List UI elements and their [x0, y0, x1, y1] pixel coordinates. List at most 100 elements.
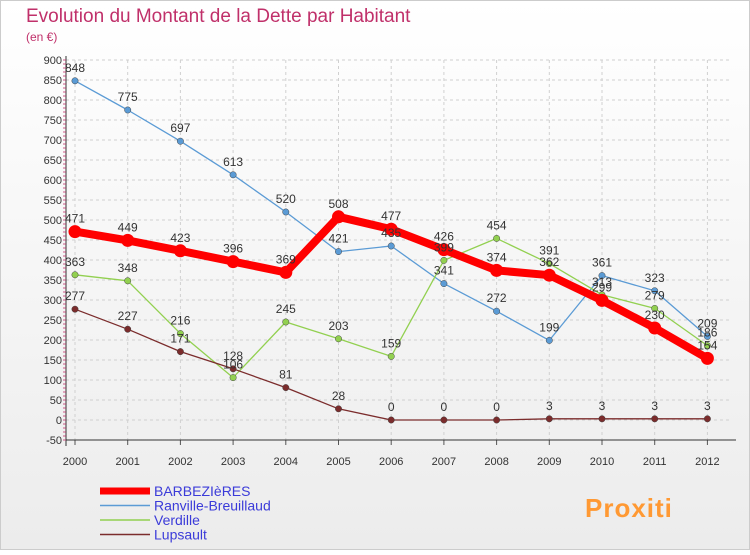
data-point-lupsault: [282, 384, 290, 392]
data-label: 369: [276, 252, 296, 266]
legend-label: Lupsault: [154, 527, 207, 543]
data-label: 323: [645, 271, 665, 285]
y-tick-label: 50: [50, 395, 62, 407]
data-label: 3: [651, 399, 658, 413]
data-point-verdille: [229, 374, 237, 382]
data-point-ranville-breuillaud: [229, 171, 237, 179]
data-label: 299: [592, 280, 612, 294]
data-point-ranville-breuillaud: [124, 106, 132, 114]
y-tick-label: 200: [44, 335, 62, 347]
data-point-lupsault: [545, 415, 553, 423]
data-point-ranville-breuillaud: [387, 242, 395, 250]
data-label: 361: [592, 256, 612, 270]
data-label: 81: [279, 368, 293, 382]
data-point-lupsault: [229, 365, 237, 373]
x-tick-label: 2004: [274, 456, 298, 468]
data-point-lupsault: [651, 415, 659, 423]
data-label: 848: [65, 61, 85, 75]
data-label: 362: [539, 255, 559, 269]
y-tick-label: 750: [44, 115, 62, 127]
x-tick-label: 2007: [432, 456, 456, 468]
y-tick-label: 800: [44, 95, 62, 107]
y-tick-label: 500: [44, 215, 62, 227]
data-label: 3: [599, 399, 606, 413]
y-tick-label: 850: [44, 75, 62, 87]
legend-label: BARBEZIèRES: [154, 483, 250, 499]
data-label: 313: [592, 275, 612, 289]
data-label: 209: [697, 316, 717, 330]
data-label: 449: [118, 220, 138, 234]
data-point-ranville-breuillaud: [703, 332, 711, 340]
x-tick-label: 2006: [379, 456, 403, 468]
data-label: 613: [223, 155, 243, 169]
y-tick-label: 900: [44, 55, 62, 67]
data-label: 396: [223, 242, 243, 256]
data-point-ranville-breuillaud: [176, 137, 184, 145]
data-point-ranville-breuillaud: [493, 307, 501, 315]
y-tick-label: 0: [56, 415, 62, 427]
x-tick-label: 2009: [537, 456, 561, 468]
data-point-ranville-breuillaud: [545, 336, 553, 344]
data-point-verdille: [71, 271, 79, 279]
data-label: 106: [223, 358, 243, 372]
data-point-barbezi-res: [121, 233, 135, 247]
data-point-ranville-breuillaud: [282, 208, 290, 216]
data-point-ranville-breuillaud: [598, 272, 606, 280]
data-point-lupsault: [124, 325, 132, 333]
data-label: 471: [65, 212, 85, 226]
data-label: 391: [539, 244, 559, 258]
y-tick-label: 100: [44, 375, 62, 387]
data-label: 3: [704, 399, 711, 413]
data-label: 341: [434, 264, 454, 278]
data-label: 128: [223, 349, 243, 363]
data-label: 28: [332, 389, 346, 403]
y-tick-label: 700: [44, 135, 62, 147]
data-point-verdille: [335, 335, 342, 343]
chart-title: Evolution du Montant de la Dette par Hab…: [26, 6, 411, 27]
data-point-barbezi-res: [173, 244, 187, 258]
data-point-barbezi-res: [648, 321, 662, 335]
data-label: 227: [118, 309, 138, 323]
data-label: 399: [434, 240, 454, 254]
data-point-barbezi-res: [542, 268, 556, 282]
data-label: 245: [276, 302, 296, 316]
data-label: 159: [381, 336, 401, 350]
data-point-lupsault: [440, 416, 448, 424]
data-label: 423: [170, 231, 190, 245]
data-point-verdille: [176, 330, 184, 338]
data-label: 435: [381, 226, 401, 240]
data-point-ranville-breuillaud: [71, 77, 79, 85]
data-point-verdille: [124, 277, 132, 285]
proxiti-logo: Proxiti: [585, 493, 673, 523]
data-point-barbezi-res: [384, 222, 398, 236]
x-tick-label: 2012: [695, 456, 719, 468]
data-label: 0: [388, 400, 395, 414]
data-point-verdille: [493, 234, 501, 242]
data-point-lupsault: [387, 416, 395, 424]
data-point-barbezi-res: [226, 255, 240, 269]
y-tick-label: 450: [44, 235, 62, 247]
data-point-verdille: [651, 304, 659, 312]
data-point-lupsault: [176, 348, 184, 356]
data-label: 154: [697, 338, 717, 352]
data-label: 775: [118, 90, 138, 104]
y-tick-label: 650: [44, 155, 62, 167]
data-label: 348: [118, 261, 138, 275]
data-point-barbezi-res: [490, 263, 504, 277]
data-label: 477: [381, 209, 401, 223]
data-label: 697: [170, 121, 190, 135]
x-tick-label: 2002: [168, 456, 192, 468]
data-point-ranville-breuillaud: [440, 280, 448, 288]
data-point-verdille: [440, 256, 448, 264]
chart-subtitle: (en €): [26, 30, 57, 44]
data-label: 279: [645, 288, 665, 302]
data-point-barbezi-res: [68, 225, 82, 239]
data-point-barbezi-res: [700, 351, 714, 365]
y-tick-label: -50: [46, 435, 62, 447]
x-tick-label: 2003: [221, 456, 245, 468]
data-point-lupsault: [71, 305, 79, 313]
x-tick-label: 2008: [484, 456, 508, 468]
data-label: 508: [328, 197, 348, 211]
data-point-lupsault: [335, 405, 342, 413]
data-point-ranville-breuillaud: [335, 248, 342, 256]
